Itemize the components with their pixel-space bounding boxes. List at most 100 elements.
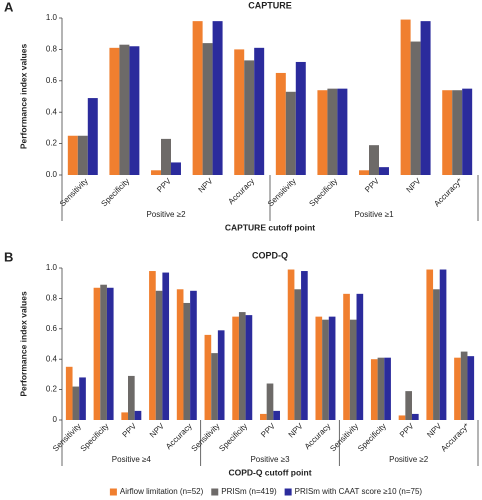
bar	[204, 334, 212, 420]
bar	[460, 351, 468, 420]
chart-title: CAPTURE	[248, 0, 292, 10]
x-tick-label: PPV	[259, 421, 277, 439]
y-tick-label: 0.2	[46, 139, 58, 148]
x-tick-label: Specificity	[356, 422, 388, 454]
bar	[234, 49, 245, 175]
bar	[378, 167, 389, 175]
bar	[439, 269, 447, 420]
bar	[294, 289, 302, 420]
bar	[359, 170, 370, 175]
bar	[411, 413, 419, 420]
bar	[420, 21, 431, 175]
bar	[192, 21, 203, 175]
bar	[149, 271, 156, 420]
y-axis-label: Performance index values	[18, 44, 28, 150]
bar	[452, 90, 463, 175]
bar	[93, 287, 101, 420]
bar	[232, 316, 239, 420]
y-tick-label: 0.8	[46, 294, 58, 303]
bar	[369, 145, 379, 175]
bar	[410, 41, 421, 175]
legend-label: PRISm (n=419)	[221, 487, 277, 496]
legend-label: Airflow limitation (n=52)	[120, 487, 204, 496]
bar	[398, 415, 406, 420]
x-tick-label: NPV	[425, 421, 443, 439]
group-label: Positive ≥4	[112, 455, 152, 464]
bar	[65, 366, 73, 420]
bar	[295, 61, 306, 175]
bar	[109, 47, 120, 175]
bar	[467, 356, 475, 420]
y-tick-label: 0.8	[46, 45, 58, 54]
bar	[405, 391, 412, 420]
bar	[155, 290, 163, 420]
bar	[106, 287, 114, 420]
bar	[202, 43, 213, 176]
bar	[176, 289, 184, 420]
x-tick-label: Accuracy*	[439, 422, 471, 454]
x-tick-label: Specificity	[99, 177, 131, 209]
bar	[244, 60, 255, 175]
bar	[254, 47, 265, 175]
bar	[260, 413, 267, 420]
bar	[72, 386, 80, 420]
bar	[100, 284, 107, 420]
legend-label: PRISm with CAAT score ≥10 (n=75)	[295, 487, 423, 496]
bar	[400, 19, 411, 175]
bar	[356, 293, 364, 420]
x-tick-label: NPV	[197, 176, 215, 194]
x-tick-label: PPV	[155, 176, 173, 194]
group-label: Positive ≥2	[146, 210, 186, 219]
bar	[170, 162, 181, 175]
bar	[275, 72, 286, 175]
bar	[349, 319, 357, 420]
panel-label: A	[4, 0, 14, 14]
x-tick-label: Specificity	[79, 422, 111, 454]
bar	[301, 271, 308, 420]
x-tick-label: NPV	[287, 421, 305, 439]
legend-swatch	[211, 488, 219, 496]
bar	[454, 357, 461, 420]
y-axis-label: Performance index values	[18, 291, 28, 397]
bar	[462, 88, 473, 175]
group-label: Positive ≥2	[389, 455, 429, 464]
bar	[343, 293, 350, 420]
bar	[266, 383, 274, 420]
bar	[442, 90, 453, 175]
bar	[190, 290, 197, 420]
x-tick-label: Sensitivity	[328, 422, 360, 454]
x-tick-label: NPV	[148, 421, 166, 439]
bar	[245, 315, 253, 420]
group-label: Positive ≥1	[354, 210, 394, 219]
bar	[322, 319, 329, 420]
x-tick-label: NPV	[405, 176, 423, 194]
bar	[134, 410, 142, 420]
x-tick-label: PPV	[398, 421, 416, 439]
bar	[121, 412, 129, 420]
bar	[183, 302, 191, 420]
bar	[327, 88, 338, 175]
y-tick-label: 0.2	[46, 385, 58, 394]
y-tick-label: 0	[53, 415, 58, 424]
y-tick-label: 0.4	[46, 107, 58, 116]
x-tick-label: Specificity	[217, 422, 249, 454]
bar	[128, 375, 135, 420]
x-tick-label: Sensitivity	[58, 177, 90, 209]
bar	[337, 88, 348, 175]
bar	[328, 316, 336, 420]
bar	[79, 377, 86, 420]
bar	[315, 316, 323, 420]
x-tick-label: Accuracy*	[432, 177, 464, 209]
x-tick-label: PPV	[363, 176, 381, 194]
bar	[370, 359, 378, 420]
x-tick-label: PPV	[121, 421, 139, 439]
bar	[151, 170, 162, 175]
bar	[67, 135, 78, 175]
legend-swatch	[284, 488, 292, 496]
y-tick-label: 1.0	[46, 13, 58, 22]
bar	[211, 353, 218, 420]
x-tick-label: Accuracy	[226, 177, 256, 207]
y-tick-label: 1.0	[46, 263, 58, 272]
bar	[162, 272, 170, 420]
